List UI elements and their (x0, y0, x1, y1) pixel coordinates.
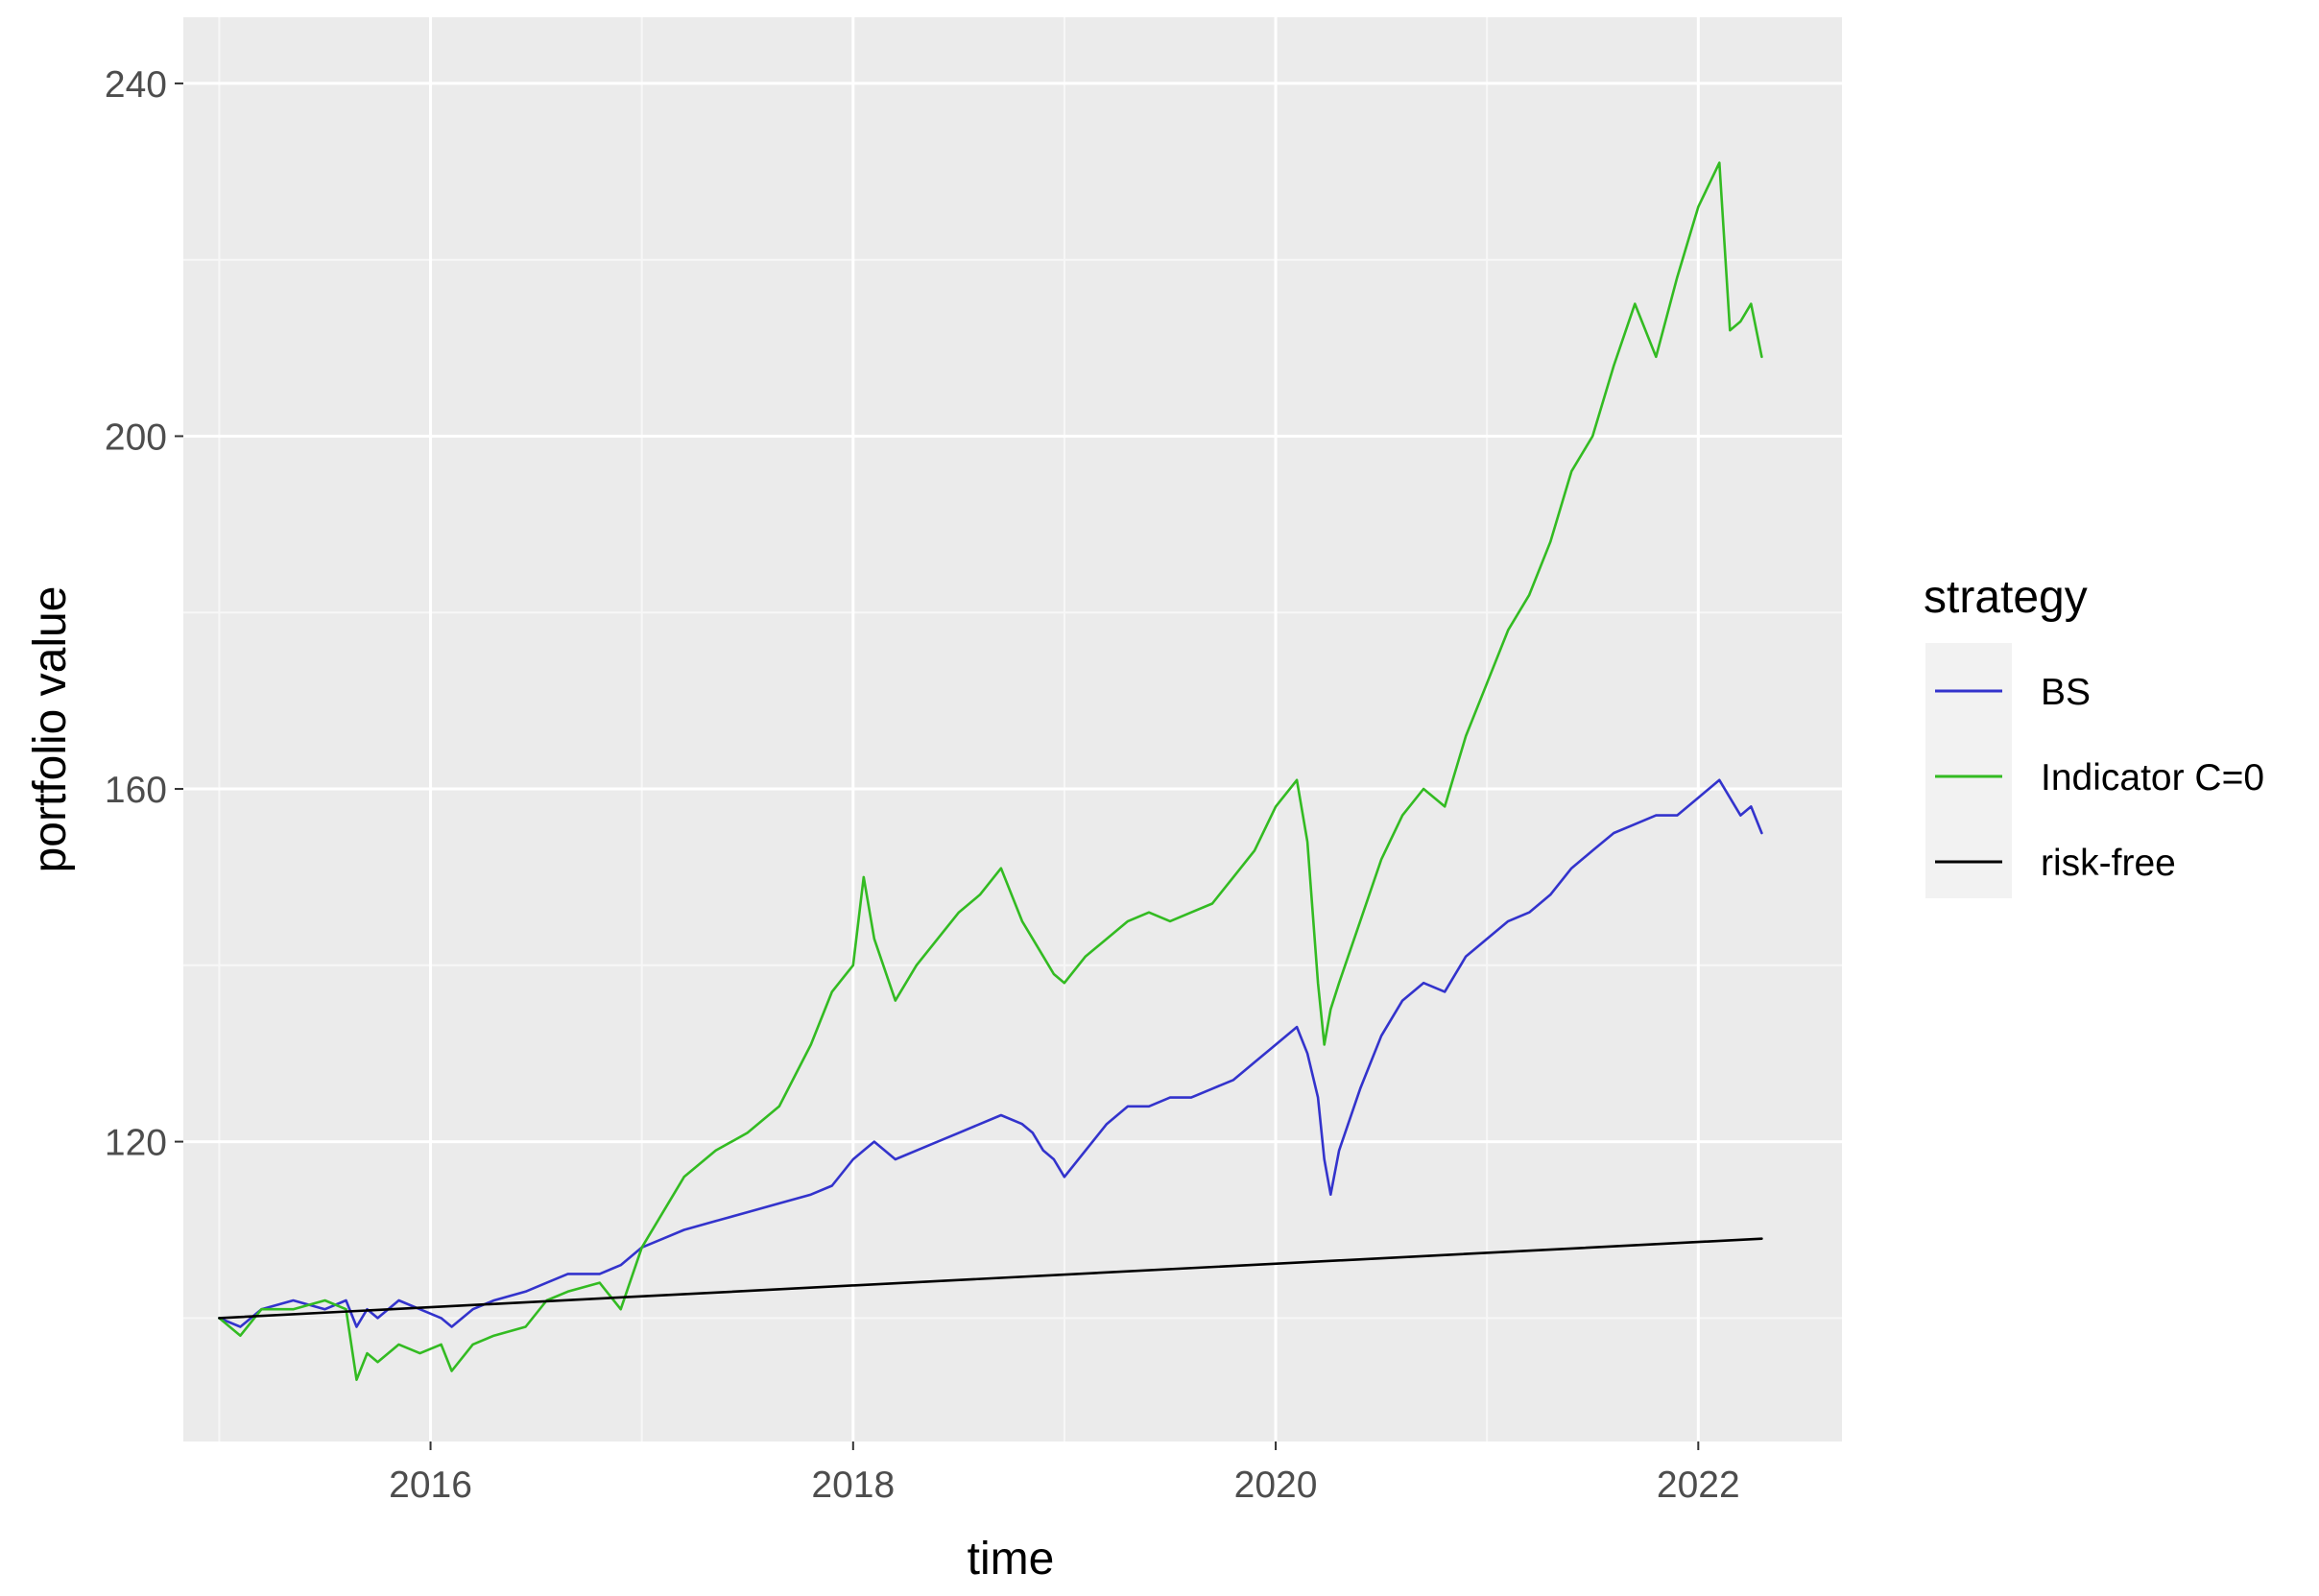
x-tick-label: 2022 (1657, 1465, 1740, 1506)
series-layer (218, 161, 1763, 1381)
legend-title: strategy (1924, 572, 2088, 623)
x-axis-title: time (968, 1534, 1055, 1584)
legend-label: Indicator C=0 (2041, 757, 2264, 798)
x-tick-label: 2016 (389, 1465, 472, 1506)
grid-minor (183, 17, 1842, 1441)
series-line-risk-free (218, 1237, 1763, 1320)
legend-label: BS (2041, 672, 2091, 713)
legend-items: BS Indicator C=0 risk-free (1935, 672, 2264, 884)
grid-major (183, 17, 1842, 1441)
series-line-indicator-c-0 (218, 161, 1763, 1381)
series-line-bs (218, 778, 1763, 1328)
y-axis-title: portfolio value (25, 586, 76, 873)
legend-key-background (1925, 643, 2012, 898)
plot-panel (183, 17, 1842, 1441)
y-tick-label: 200 (105, 417, 167, 458)
x-tick-label: 2020 (1234, 1465, 1318, 1506)
y-tick-label: 120 (105, 1123, 167, 1164)
x-axis-ticks: 2016 2018 2020 2022 (389, 1441, 1740, 1506)
legend-label: risk-free (2041, 843, 2176, 884)
legend: strategy BS Indicator C=0 risk-free (1924, 572, 2264, 898)
x-tick-label: 2018 (811, 1465, 895, 1506)
y-tick-label: 160 (105, 770, 167, 811)
y-tick-label: 240 (105, 64, 167, 106)
y-axis-ticks: 120 160 200 240 (105, 64, 183, 1164)
